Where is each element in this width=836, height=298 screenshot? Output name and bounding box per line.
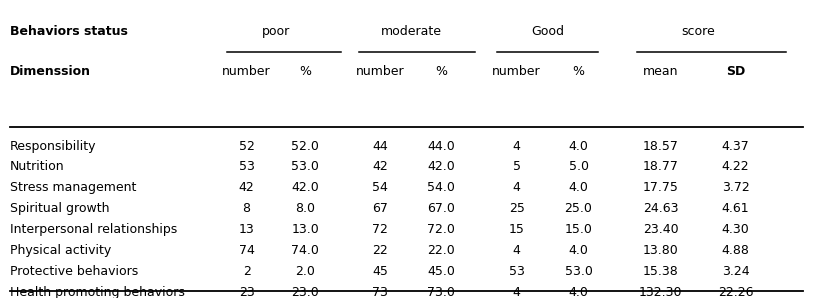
Text: Dimenssion: Dimenssion [10, 65, 91, 78]
Text: 4.0: 4.0 [568, 285, 589, 298]
Text: 4: 4 [512, 285, 521, 298]
Text: 18.77: 18.77 [643, 160, 678, 173]
Text: 22: 22 [373, 244, 388, 257]
Text: 4.30: 4.30 [721, 223, 750, 236]
Text: Spiritual growth: Spiritual growth [10, 202, 110, 215]
Text: 53.0: 53.0 [291, 160, 319, 173]
Text: 73: 73 [373, 285, 388, 298]
Text: 15.0: 15.0 [564, 223, 593, 236]
Text: 42.0: 42.0 [291, 181, 319, 194]
Text: 13.80: 13.80 [643, 244, 678, 257]
Text: 67.0: 67.0 [427, 202, 456, 215]
Text: Behaviors status: Behaviors status [10, 25, 128, 38]
Text: Interpersonal relationships: Interpersonal relationships [10, 223, 177, 236]
Text: 23.40: 23.40 [643, 223, 678, 236]
Text: 72.0: 72.0 [427, 223, 456, 236]
Text: 23.0: 23.0 [291, 285, 319, 298]
Text: 18.57: 18.57 [643, 139, 678, 153]
Text: 8: 8 [242, 202, 251, 215]
Text: Nutrition: Nutrition [10, 160, 64, 173]
Text: 4.61: 4.61 [721, 202, 750, 215]
Text: 4.0: 4.0 [568, 244, 589, 257]
Text: 4.0: 4.0 [568, 181, 589, 194]
Text: 132.30: 132.30 [639, 285, 682, 298]
Text: Stress management: Stress management [10, 181, 136, 194]
Text: Responsibility: Responsibility [10, 139, 96, 153]
Text: 72: 72 [373, 223, 388, 236]
Text: 13.0: 13.0 [291, 223, 319, 236]
Text: 24.63: 24.63 [643, 202, 678, 215]
Text: Health promoting behaviors: Health promoting behaviors [10, 285, 185, 298]
Text: 17.75: 17.75 [643, 181, 678, 194]
Text: Physical activity: Physical activity [10, 244, 111, 257]
Text: 3.24: 3.24 [721, 265, 750, 278]
Text: 73.0: 73.0 [427, 285, 456, 298]
Text: 4.0: 4.0 [568, 139, 589, 153]
Text: Good: Good [531, 25, 564, 38]
Text: 42.0: 42.0 [427, 160, 456, 173]
Text: 22.0: 22.0 [427, 244, 456, 257]
Text: 52.0: 52.0 [291, 139, 319, 153]
Text: 25.0: 25.0 [564, 202, 593, 215]
Text: 42: 42 [239, 181, 254, 194]
Text: 45.0: 45.0 [427, 265, 456, 278]
Text: 74: 74 [239, 244, 254, 257]
Text: 15: 15 [509, 223, 524, 236]
Text: 45: 45 [373, 265, 388, 278]
Text: 52: 52 [239, 139, 254, 153]
Text: poor: poor [262, 25, 290, 38]
Text: 4: 4 [512, 139, 521, 153]
Text: 4.88: 4.88 [721, 244, 750, 257]
Text: 15.38: 15.38 [643, 265, 678, 278]
Text: 8.0: 8.0 [295, 202, 315, 215]
Text: 67: 67 [373, 202, 388, 215]
Text: 4.22: 4.22 [721, 160, 750, 173]
Text: 4.37: 4.37 [721, 139, 750, 153]
Text: 53: 53 [509, 265, 524, 278]
Text: 22.26: 22.26 [718, 285, 753, 298]
Text: mean: mean [643, 65, 678, 78]
Text: 74.0: 74.0 [291, 244, 319, 257]
Text: 5.0: 5.0 [568, 160, 589, 173]
Text: 13: 13 [239, 223, 254, 236]
Text: 3.72: 3.72 [721, 181, 750, 194]
Text: number: number [222, 65, 271, 78]
Text: SD: SD [726, 65, 746, 78]
Text: score: score [681, 25, 715, 38]
Text: 53.0: 53.0 [564, 265, 593, 278]
Text: %: % [299, 65, 311, 78]
Text: 44: 44 [373, 139, 388, 153]
Text: 42: 42 [373, 160, 388, 173]
Text: number: number [356, 65, 405, 78]
Text: 4: 4 [512, 244, 521, 257]
Text: Protective behaviors: Protective behaviors [10, 265, 138, 278]
Text: 44.0: 44.0 [427, 139, 456, 153]
Text: 25: 25 [509, 202, 524, 215]
Text: 53: 53 [239, 160, 254, 173]
Text: 4: 4 [512, 181, 521, 194]
Text: 23: 23 [239, 285, 254, 298]
Text: moderate: moderate [381, 25, 441, 38]
Text: 54.0: 54.0 [427, 181, 456, 194]
Text: %: % [436, 65, 447, 78]
Text: 5: 5 [512, 160, 521, 173]
Text: 2: 2 [242, 265, 251, 278]
Text: 54: 54 [373, 181, 388, 194]
Text: number: number [492, 65, 541, 78]
Text: %: % [573, 65, 584, 78]
Text: 2.0: 2.0 [295, 265, 315, 278]
